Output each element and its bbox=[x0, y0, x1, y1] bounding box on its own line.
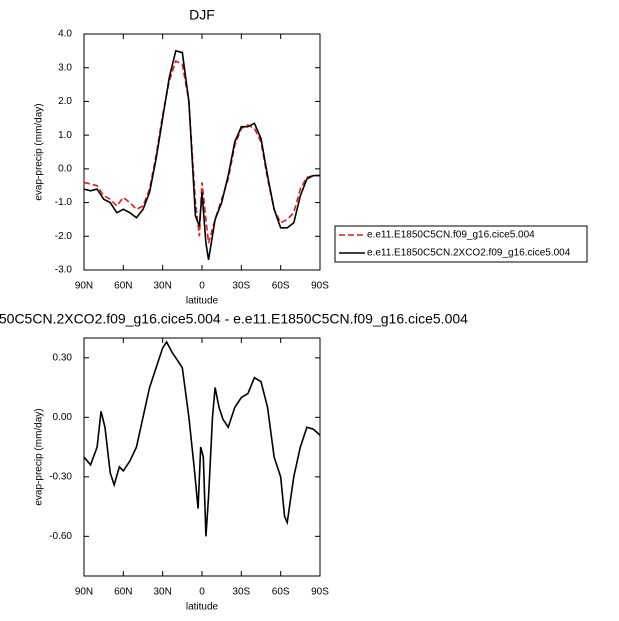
y-tick-label: 4.0 bbox=[58, 29, 72, 40]
legend-label: e.e11.E1850C5CN.f09_g16.cice5.004 bbox=[367, 230, 535, 241]
y-tick-label: -1.0 bbox=[55, 197, 73, 208]
y-tick-label: 0.0 bbox=[58, 163, 72, 174]
x-tick-label: 60N bbox=[114, 587, 132, 598]
x-axis-label: latitude bbox=[186, 602, 219, 613]
x-tick-label: 30N bbox=[153, 587, 171, 598]
x-tick-label: 90S bbox=[311, 281, 329, 292]
data-line bbox=[83, 49, 320, 261]
chart-title: e.e11.E1850C5CN.2XCO2.f09_g16.cice5.004 … bbox=[0, 311, 468, 327]
x-tick-label: 30S bbox=[232, 587, 250, 598]
plot-frame bbox=[83, 337, 321, 577]
legend-label: e.e11.E1850C5CN.2XCO2.f09_g16.cice5.004 bbox=[367, 248, 571, 259]
x-tick-label: 60N bbox=[114, 281, 132, 292]
y-tick-label: -0.60 bbox=[49, 531, 72, 542]
y-tick-label: -3.0 bbox=[55, 265, 73, 276]
x-tick-label: 90N bbox=[75, 587, 93, 598]
y-tick-label: 3.0 bbox=[58, 62, 72, 73]
y-axis-label: evap-precip (mm/day) bbox=[34, 408, 45, 505]
x-tick-label: 90N bbox=[75, 281, 93, 292]
data-line bbox=[83, 340, 321, 537]
y-tick-label: -0.30 bbox=[49, 471, 72, 482]
legend-box bbox=[334, 225, 588, 263]
x-tick-label: 60S bbox=[272, 587, 290, 598]
y-tick-label: 1.0 bbox=[58, 130, 72, 141]
x-tick-label: 0 bbox=[199, 587, 205, 598]
y-tick-label: -2.0 bbox=[55, 231, 73, 242]
x-tick-label: 30S bbox=[232, 281, 250, 292]
y-tick-label: 2.0 bbox=[58, 96, 72, 107]
x-tick-label: 0 bbox=[199, 281, 205, 292]
chart-title: DJF bbox=[189, 7, 215, 23]
x-tick-label: 60S bbox=[272, 281, 290, 292]
data-line bbox=[83, 59, 320, 244]
y-tick-label: 0.00 bbox=[53, 412, 73, 423]
x-tick-label: 30N bbox=[153, 281, 171, 292]
x-tick-label: 90S bbox=[311, 587, 329, 598]
y-axis-label: evap-precip (mm/day) bbox=[34, 103, 45, 200]
plot-frame bbox=[83, 33, 321, 271]
x-axis-label: latitude bbox=[186, 296, 219, 307]
y-tick-label: 0.30 bbox=[53, 352, 73, 363]
